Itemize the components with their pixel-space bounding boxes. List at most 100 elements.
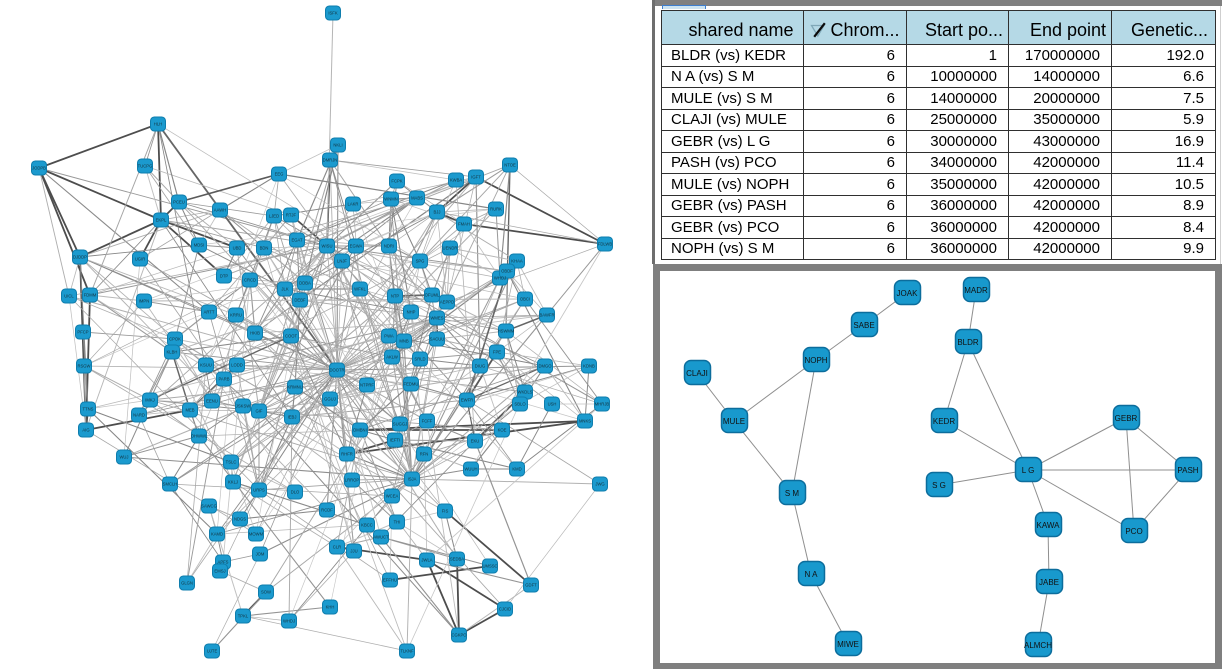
svg-text:PCO: PCO bbox=[1125, 527, 1142, 536]
svg-text:SBLO: SBLO bbox=[514, 402, 526, 407]
svg-text:NTP: NTP bbox=[391, 294, 400, 299]
svg-text:ISFK: ISFK bbox=[328, 11, 338, 16]
svg-text:JLK: JLK bbox=[281, 287, 288, 292]
svg-text:DLO: DLO bbox=[291, 490, 300, 495]
svg-text:FCFF: FCFF bbox=[422, 419, 433, 424]
svg-text:ALMCH: ALMCH bbox=[1024, 641, 1052, 650]
svg-text:JWG: JWG bbox=[595, 482, 604, 487]
svg-text:GIF: GIF bbox=[256, 409, 263, 414]
svg-text:EGWA: EGWA bbox=[350, 244, 363, 249]
svg-text:JJU: JJU bbox=[350, 549, 357, 554]
svg-text:FDLWB: FDLWB bbox=[598, 242, 613, 247]
svg-text:WKDLS: WKDLS bbox=[518, 390, 533, 395]
svg-text:FDMM: FDMM bbox=[84, 293, 97, 298]
svg-text:IEBJ: IEBJ bbox=[288, 415, 297, 420]
svg-text:WHOJ: WHOJ bbox=[494, 276, 506, 281]
svg-text:EFFHU: EFFHU bbox=[383, 578, 397, 583]
svg-text:KAWA: KAWA bbox=[1037, 521, 1061, 530]
svg-text:SACUU: SACUU bbox=[430, 337, 445, 342]
svg-text:MNKS: MNKS bbox=[579, 419, 591, 424]
svg-text:UJTE: UJTE bbox=[207, 649, 218, 654]
svg-text:RURK: RURK bbox=[490, 207, 502, 212]
svg-text:JWLA: JWLA bbox=[421, 558, 432, 563]
svg-text:NTOE: NTOE bbox=[504, 163, 516, 168]
svg-text:NHP: NHP bbox=[407, 310, 416, 315]
svg-text:MEB: MEB bbox=[185, 408, 194, 413]
svg-text:THI: THI bbox=[394, 520, 401, 525]
svg-text:CRCD: CRCD bbox=[244, 278, 256, 283]
svg-text:KBCC: KBCC bbox=[361, 523, 373, 528]
svg-text:MDSI: MDSI bbox=[194, 243, 204, 248]
svg-text:OBCI: OBCI bbox=[520, 297, 530, 302]
svg-text:TTNS: TTNS bbox=[83, 407, 94, 412]
svg-text:NKLI: NKLI bbox=[333, 143, 342, 148]
svg-text:KRMNU: KRMNU bbox=[287, 385, 302, 390]
svg-text:SAWCG: SAWCG bbox=[201, 504, 217, 509]
svg-text:KOE: KOE bbox=[498, 428, 507, 433]
svg-text:TPKL: TPKL bbox=[238, 614, 249, 619]
svg-text:LAKR: LAKR bbox=[348, 202, 359, 207]
svg-text:EWFR: EWFR bbox=[461, 398, 473, 403]
svg-text:KAMD: KAMD bbox=[211, 532, 223, 537]
svg-text:IEFTI: IEFTI bbox=[390, 438, 400, 443]
svg-text:RHFR: RHFR bbox=[341, 452, 353, 457]
svg-text:KMD: KMD bbox=[512, 467, 521, 472]
svg-text:PARB: PARB bbox=[218, 377, 229, 382]
svg-text:COOT: COOT bbox=[285, 334, 298, 339]
svg-text:CPOK: CPOK bbox=[169, 337, 181, 342]
svg-text:JOM: JOM bbox=[256, 552, 265, 557]
svg-text:EEG: EEG bbox=[275, 172, 284, 177]
svg-text:DMBNI: DMBNI bbox=[353, 428, 367, 433]
svg-text:HKIB: HKIB bbox=[250, 331, 260, 336]
svg-text:OFUML: OFUML bbox=[425, 293, 440, 298]
svg-text:OHWWL: OHWWL bbox=[191, 434, 208, 439]
svg-text:IMKJ: IMKJ bbox=[145, 398, 155, 403]
svg-text:JSKSW: JSKSW bbox=[236, 404, 250, 409]
svg-text:GEBR: GEBR bbox=[1115, 414, 1138, 423]
svg-text:FEDMU: FEDMU bbox=[404, 382, 419, 387]
svg-text:S G: S G bbox=[932, 481, 946, 490]
svg-text:UBD: UBD bbox=[233, 246, 242, 251]
svg-text:JOAK: JOAK bbox=[897, 289, 919, 298]
svg-text:ISJA: ISJA bbox=[408, 477, 417, 482]
svg-text:SPG: SPG bbox=[416, 259, 425, 264]
svg-text:CGKPO: CGKPO bbox=[451, 633, 467, 638]
svg-text:JABE: JABE bbox=[1039, 578, 1059, 587]
svg-text:KLBH: KLBH bbox=[167, 350, 178, 355]
svg-text:WISU: WISU bbox=[322, 244, 333, 249]
svg-text:WMES: WMES bbox=[430, 316, 443, 321]
svg-text:EMSJ: EMSJ bbox=[214, 569, 225, 574]
svg-text:SRLD: SRLD bbox=[414, 357, 425, 362]
svg-text:NOPH: NOPH bbox=[804, 356, 827, 365]
svg-text:WUJ: WUJ bbox=[119, 455, 128, 460]
svg-text:MIWE: MIWE bbox=[837, 640, 859, 649]
svg-text:APFS: APFS bbox=[218, 560, 229, 565]
svg-text:TLKNF: TLKNF bbox=[400, 649, 414, 654]
svg-text:GGUJ: GGUJ bbox=[324, 397, 336, 402]
svg-text:GDFT: GDFT bbox=[525, 583, 537, 588]
svg-text:SABE: SABE bbox=[853, 321, 874, 330]
svg-text:SEDBA: SEDBA bbox=[450, 557, 464, 562]
svg-text:LODD: LODD bbox=[231, 363, 243, 368]
svg-text:EKPL: EKPL bbox=[156, 218, 167, 223]
svg-text:GLGN: GLGN bbox=[181, 581, 193, 586]
svg-text:TSLC: TSLC bbox=[226, 460, 237, 465]
svg-text:WNMN: WNMN bbox=[384, 197, 398, 202]
svg-text:RTJF: RTJF bbox=[286, 213, 297, 218]
svg-text:LNJF: LNJF bbox=[337, 259, 347, 264]
svg-text:DOOTR: DOOTR bbox=[329, 368, 344, 373]
svg-text:PFCP: PFCP bbox=[77, 330, 88, 335]
svg-text:UGIR: UGIR bbox=[135, 257, 145, 262]
svg-text:KDNB: KDNB bbox=[583, 364, 595, 369]
svg-text:MNB: MNB bbox=[399, 339, 409, 344]
svg-text:MABS: MABS bbox=[411, 196, 423, 201]
svg-text:S M: S M bbox=[785, 489, 800, 498]
svg-text:DMRJN: DMRJN bbox=[323, 158, 338, 163]
svg-text:UENDR: UENDR bbox=[443, 246, 458, 251]
svg-text:SMCLH: SMCLH bbox=[163, 482, 178, 487]
svg-text:NDRI: NDRI bbox=[384, 244, 394, 249]
svg-text:DJDDP: DJDDP bbox=[73, 255, 87, 260]
svg-text:MADR: MADR bbox=[964, 286, 988, 295]
svg-text:SUGGJ: SUGGJ bbox=[393, 422, 407, 427]
svg-text:BJJ: BJJ bbox=[434, 210, 441, 215]
